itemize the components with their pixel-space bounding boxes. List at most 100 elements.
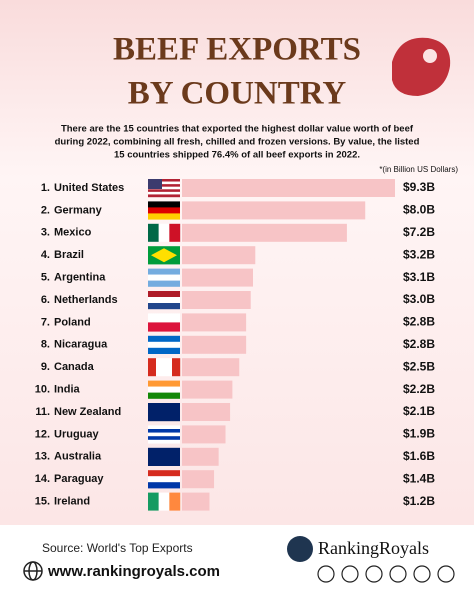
- value-label: $2.8B: [403, 337, 435, 351]
- flag-stripe: [148, 291, 180, 298]
- rank: 9.: [41, 361, 50, 373]
- flag-stripe: [148, 179, 180, 182]
- flag-detail: [151, 248, 177, 263]
- flag-stripe: [148, 386, 180, 393]
- flag-stripe: [148, 186, 180, 190]
- flag: [148, 380, 180, 399]
- country-label: India: [54, 384, 81, 396]
- value-label: $3.2B: [403, 247, 435, 261]
- country-label: Mexico: [54, 227, 92, 239]
- bar: [182, 335, 247, 354]
- flag-stripe: [148, 213, 180, 220]
- flag: [148, 403, 180, 422]
- flag-stripe: [148, 280, 180, 287]
- brand-logo: [287, 536, 313, 562]
- rank: 6.: [41, 294, 50, 306]
- value-label: $1.6B: [403, 449, 435, 463]
- flag-stripe: [148, 184, 180, 187]
- value-label: $7.2B: [403, 225, 435, 239]
- rank: 11.: [35, 406, 50, 418]
- unit-note: *(in Billion US Dollars): [379, 165, 458, 174]
- bar: [182, 313, 247, 332]
- country-label: Uruguay: [54, 428, 100, 440]
- value-label: $9.3B: [403, 180, 435, 194]
- value-label: $2.8B: [403, 315, 435, 329]
- title-line: BEEF EXPORTS: [113, 32, 361, 68]
- flag-stripe: [148, 482, 180, 489]
- flag: [148, 335, 180, 354]
- subtitle-line: during 2022, combining all fresh, chille…: [55, 137, 420, 148]
- flag-stripe: [148, 470, 180, 477]
- flag-stripe: [148, 347, 180, 354]
- flag-stripe: [148, 403, 180, 422]
- rank: 13.: [35, 451, 50, 463]
- flag-stripe: [158, 223, 170, 242]
- value-label: $2.1B: [403, 404, 435, 418]
- source: Source: World's Top Exports: [42, 541, 193, 555]
- rank: 1.: [41, 182, 50, 194]
- flag-stripe: [148, 181, 180, 185]
- country-label: Canada: [54, 361, 95, 373]
- flag-canton: [148, 179, 162, 189]
- website: www.rankingroyals.com: [47, 563, 220, 580]
- country-label: United States: [54, 182, 124, 194]
- flag: [148, 179, 180, 198]
- rank: 5.: [41, 272, 50, 284]
- rank: 8.: [41, 339, 50, 351]
- bar: [182, 201, 366, 220]
- country-label: Argentina: [54, 272, 106, 284]
- bar: [182, 447, 219, 466]
- rank: 15.: [35, 496, 50, 508]
- flag-stripe: [148, 274, 180, 281]
- flag-stripe: [156, 358, 165, 377]
- country-label: Australia: [54, 451, 102, 463]
- flag: [148, 425, 180, 444]
- bar: [182, 425, 226, 444]
- bar: [182, 179, 395, 197]
- bar: [182, 268, 253, 287]
- meat-icon: [392, 37, 451, 96]
- flag-stripe: [148, 392, 180, 399]
- rank: 10.: [35, 384, 50, 396]
- value-label: $1.2B: [403, 494, 435, 508]
- flag-stripe: [148, 335, 180, 342]
- flag: [148, 268, 180, 287]
- rank: 12.: [35, 428, 50, 440]
- flag-stripe: [158, 492, 170, 511]
- rank: 14.: [35, 473, 50, 485]
- flag-stripe: [148, 432, 180, 437]
- flag-stripe: [148, 492, 159, 511]
- flag-stripe: [148, 313, 180, 323]
- bar: [182, 403, 231, 421]
- country-label: Ireland: [54, 496, 90, 508]
- bar: [182, 470, 215, 489]
- rank: 4.: [41, 249, 50, 261]
- country-label: New Zealand: [54, 406, 121, 418]
- flag: [148, 223, 181, 242]
- flag-stripe: [172, 358, 181, 377]
- flag: [148, 470, 180, 489]
- rank: 7.: [41, 316, 50, 328]
- rank: 2.: [41, 204, 50, 216]
- flag-stripe: [148, 476, 180, 483]
- flag-stripe: [148, 425, 180, 430]
- value-label: $3.1B: [403, 270, 435, 284]
- flag: [148, 492, 181, 511]
- subtitle-line: There are the 15 countries that exported…: [61, 124, 414, 135]
- value-label: $8.0B: [403, 203, 435, 217]
- flag-stripe: [148, 207, 180, 214]
- social-icons: [317, 565, 455, 583]
- value-label: $3.0B: [403, 292, 435, 306]
- flag-stripe: [148, 223, 159, 242]
- bar: [182, 358, 240, 377]
- rank: 3.: [41, 227, 50, 239]
- flag-stripe: [148, 297, 180, 304]
- flag: [148, 358, 181, 377]
- flag: [148, 447, 180, 466]
- flag-stripe: [148, 303, 180, 310]
- flag-stripe: [169, 492, 181, 511]
- flag-stripe: [148, 191, 180, 195]
- title-line: BY COUNTRY: [128, 76, 347, 112]
- footer-band: [0, 525, 474, 592]
